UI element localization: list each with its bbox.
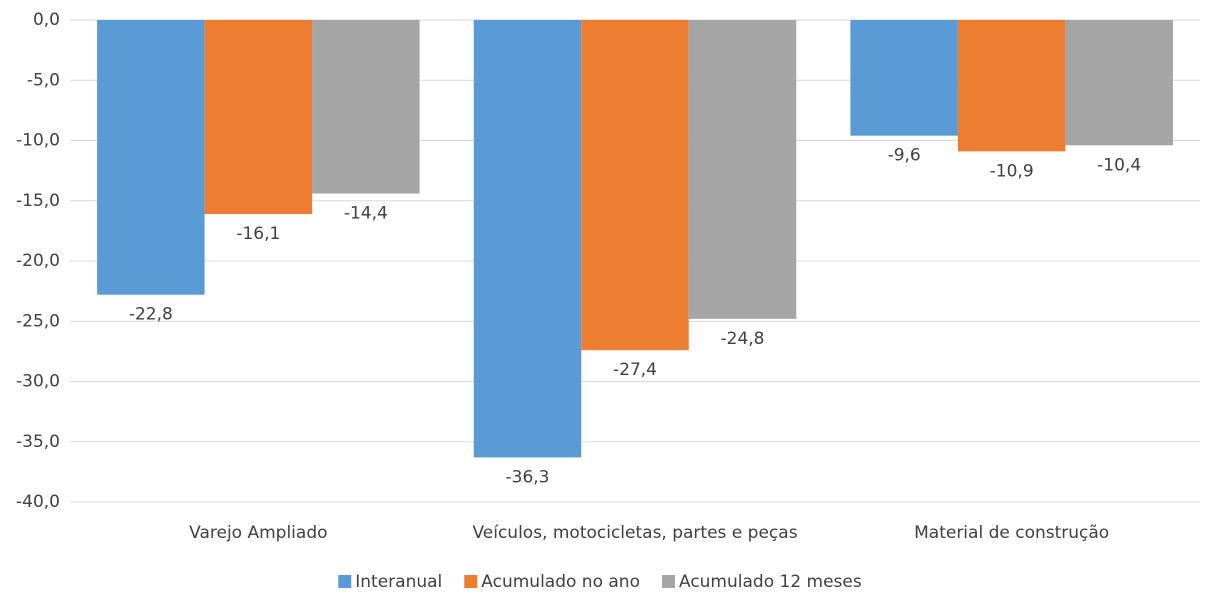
legend-label: Acumulado 12 meses <box>679 572 862 592</box>
bar <box>1065 20 1173 146</box>
data-label: -9,6 <box>888 146 921 166</box>
y-tick-label: -10,0 <box>16 131 60 151</box>
bar <box>957 20 1066 152</box>
data-label: -24,8 <box>721 329 765 349</box>
data-label: -14,4 <box>344 204 388 224</box>
y-tick-label: -15,0 <box>16 191 60 211</box>
legend-label: Interanual <box>355 572 442 592</box>
bar <box>850 20 958 136</box>
legend-label: Acumulado no ano <box>481 572 640 592</box>
x-tick-label: Varejo Ampliado <box>189 523 327 543</box>
data-label: -10,4 <box>1097 155 1141 175</box>
data-label: -27,4 <box>613 360 657 380</box>
y-tick-label: -25,0 <box>16 311 60 331</box>
bar <box>581 20 689 351</box>
bar <box>473 20 582 458</box>
bar <box>97 20 205 295</box>
legend-swatch <box>338 575 352 588</box>
y-tick-label: 0,0 <box>33 10 60 30</box>
y-tick-label: -35,0 <box>16 432 60 452</box>
bar <box>312 20 420 194</box>
y-tick-label: -40,0 <box>16 492 60 512</box>
legend-swatch <box>661 575 675 588</box>
bar <box>688 20 797 319</box>
x-tick-label: Material de construção <box>914 523 1109 543</box>
bar <box>204 20 313 215</box>
data-label: -36,3 <box>506 467 550 487</box>
data-label: -22,8 <box>129 305 173 325</box>
legend-swatch <box>464 575 478 588</box>
data-label: -10,9 <box>990 161 1034 181</box>
y-tick-label: -5,0 <box>27 70 60 90</box>
y-tick-label: -20,0 <box>16 251 60 271</box>
y-tick-label: -30,0 <box>16 372 60 392</box>
legend: Interanual Acumulado no ano Acumulado 12 m… <box>338 572 862 592</box>
data-label: -16,1 <box>236 224 280 244</box>
x-tick-label: Veículos, motocicletas, partes e peças <box>472 523 797 543</box>
